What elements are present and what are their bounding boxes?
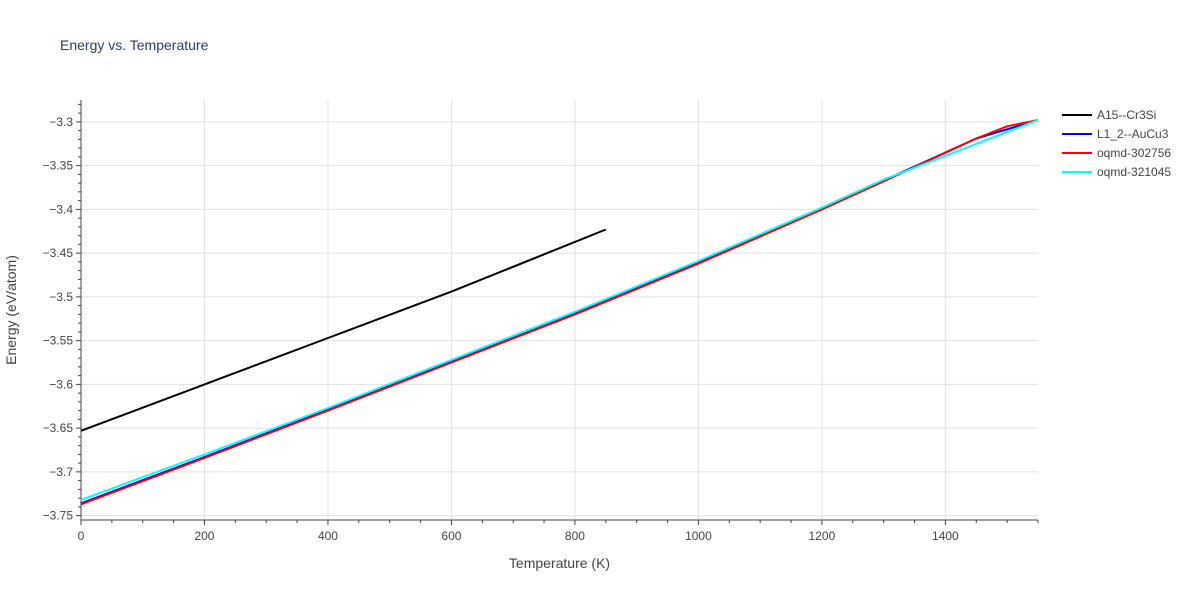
y-tick-label: −3.65 (43, 421, 74, 435)
legend-item-l1-2-aucu3[interactable]: L1_2--AuCu3 (1062, 127, 1169, 141)
x-tick-label: 400 (318, 529, 338, 543)
y-tick-label: −3.45 (43, 246, 74, 260)
chart-title: Energy vs. Temperature (60, 37, 209, 53)
y-tick-label: −3.3 (49, 115, 73, 129)
x-axis-label: Temperature (K) (509, 555, 610, 571)
y-tick-label: −3.5 (49, 290, 73, 304)
legend-item-a15-cr3si[interactable]: A15--Cr3Si (1062, 108, 1156, 122)
series-line-a15-cr3si (80, 228, 607, 432)
grid-layer (81, 100, 1038, 520)
y-tick-label: −3.35 (43, 159, 74, 173)
x-tick-label: 800 (565, 529, 585, 543)
y-tick-label: −3.55 (43, 334, 74, 348)
legend-label: A15--Cr3Si (1097, 108, 1156, 122)
series-line-oqmd-321045 (80, 119, 1039, 501)
series-layer (80, 119, 1039, 506)
legend-label: oqmd-302756 (1097, 146, 1171, 160)
x-tick-label: 1000 (685, 529, 712, 543)
x-tick-label: 600 (441, 529, 461, 543)
legend-label: oqmd-321045 (1097, 165, 1171, 179)
x-tick-label: 1200 (809, 529, 836, 543)
y-tick-label: −3.7 (49, 465, 73, 479)
legend-item-oqmd-321045[interactable]: oqmd-321045 (1062, 165, 1171, 179)
y-axis-label: Energy (eV/atom) (3, 255, 19, 365)
x-tick-label: 200 (194, 529, 214, 543)
y-tick-label: −3.4 (49, 202, 73, 216)
y-tick-label: −3.6 (49, 377, 73, 391)
y-tick-label: −3.75 (43, 509, 74, 523)
legend-label: L1_2--AuCu3 (1097, 127, 1169, 141)
legend-item-oqmd-302756[interactable]: oqmd-302756 (1062, 146, 1171, 160)
series-line-oqmd-302756 (80, 119, 1039, 506)
axis-layer: 0 200 400 600 800 1000 1200 1400 −3.3 −3.35 −3.4 −3… (43, 100, 1039, 543)
x-tick-label: 0 (78, 529, 85, 543)
legend[interactable]: A15--Cr3Si L1_2--AuCu3 oqmd-302756 oqmd-321… (1062, 108, 1171, 179)
x-tick-label: 1400 (932, 529, 959, 543)
